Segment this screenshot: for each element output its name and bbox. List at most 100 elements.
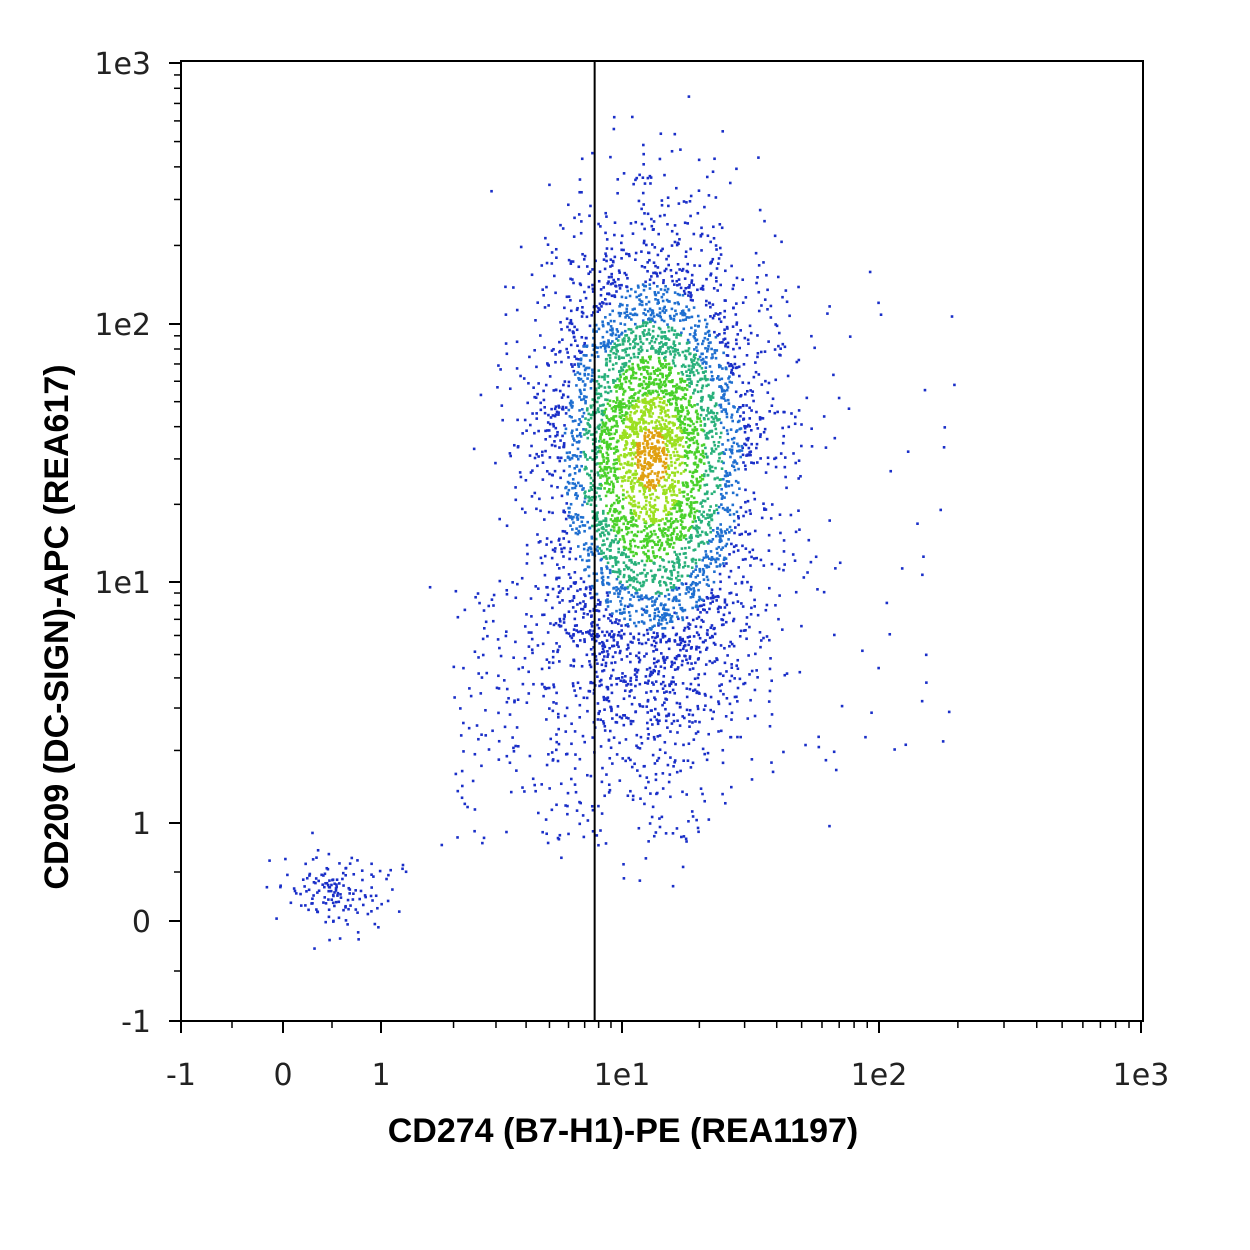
event-dot <box>673 759 677 762</box>
event-dot <box>634 514 638 517</box>
event-dot <box>680 365 684 368</box>
event-dot <box>692 306 696 309</box>
event-dot <box>618 592 621 596</box>
event-dot <box>652 617 656 621</box>
event-dot <box>599 498 602 501</box>
event-dot <box>643 655 646 658</box>
event-dot <box>777 331 781 335</box>
event-dot <box>649 320 652 324</box>
event-dot <box>669 795 672 799</box>
event-dot <box>722 338 725 341</box>
event-dot <box>654 389 658 393</box>
event-dot <box>695 631 699 634</box>
event-dot <box>596 462 599 465</box>
event-dot <box>615 677 618 680</box>
event-dot <box>573 355 577 358</box>
event-dot <box>583 373 587 377</box>
event-dot <box>647 549 650 553</box>
event-dot <box>669 570 672 573</box>
event-dot <box>588 324 592 328</box>
event-dot <box>647 389 650 393</box>
event-dot <box>745 425 749 428</box>
event-dot <box>612 633 616 636</box>
event-dot <box>756 355 759 359</box>
event-dot <box>627 555 630 559</box>
event-dot <box>734 479 738 483</box>
event-dot <box>715 565 719 568</box>
event-dot <box>545 469 549 473</box>
event-dot <box>765 603 769 607</box>
event-dot <box>641 366 645 369</box>
event-dot <box>556 485 559 489</box>
event-dot <box>702 462 706 465</box>
event-dot <box>614 414 618 418</box>
event-dot <box>658 527 662 531</box>
event-dot <box>740 602 743 605</box>
event-dot <box>554 621 558 625</box>
event-dot <box>589 647 593 651</box>
event-dot <box>703 377 707 380</box>
event-dot <box>781 441 785 445</box>
event-dot <box>523 625 527 628</box>
event-dot <box>670 538 674 542</box>
event-dot <box>596 662 599 665</box>
event-dot <box>550 349 554 352</box>
event-dot <box>725 325 729 329</box>
event-dot <box>329 889 333 893</box>
event-dot <box>723 496 726 499</box>
event-dot <box>922 555 925 558</box>
event-dot <box>512 656 515 660</box>
event-dot <box>619 649 622 653</box>
event-dot <box>716 532 720 536</box>
event-dot <box>595 330 598 333</box>
event-dot <box>650 317 654 321</box>
event-dot <box>589 596 593 600</box>
event-dot <box>576 532 580 536</box>
event-dot <box>642 334 646 338</box>
event-dot <box>703 752 706 756</box>
event-dot <box>341 877 344 881</box>
event-dot <box>622 551 625 555</box>
event-dot <box>613 432 617 436</box>
event-dot <box>574 493 577 497</box>
event-dot <box>798 670 802 674</box>
event-dot <box>558 446 561 449</box>
event-dot <box>714 312 718 315</box>
event-dot <box>654 636 657 640</box>
event-dot <box>635 589 638 592</box>
event-dot <box>745 637 748 641</box>
event-dot <box>637 651 641 655</box>
event-dot <box>696 465 699 469</box>
event-dot <box>548 787 551 790</box>
event-dot <box>645 555 649 558</box>
event-dot <box>688 708 692 712</box>
event-dot <box>673 503 677 507</box>
event-dot <box>695 349 699 353</box>
event-dot <box>717 610 720 614</box>
event-dot <box>661 613 664 617</box>
event-dot <box>597 306 600 310</box>
event-dot <box>596 523 599 526</box>
event-dot <box>370 873 373 876</box>
event-dot <box>604 519 608 523</box>
event-dot <box>527 645 531 648</box>
event-dot <box>728 375 731 378</box>
event-dot <box>552 650 555 653</box>
event-dot <box>349 904 352 907</box>
event-dot <box>697 158 701 162</box>
event-dot <box>323 896 327 899</box>
event-dot <box>548 375 552 378</box>
event-dot <box>578 372 582 376</box>
event-dot <box>711 449 714 453</box>
event-dot <box>653 320 657 324</box>
event-dot <box>535 507 538 511</box>
event-dot <box>688 424 692 428</box>
event-dot <box>617 335 621 338</box>
event-dot <box>713 157 716 161</box>
event-dot <box>612 644 616 648</box>
event-dot <box>642 380 646 383</box>
event-dot <box>612 260 615 264</box>
event-dot <box>704 452 708 456</box>
event-dot <box>715 557 719 560</box>
event-dot <box>651 539 654 543</box>
